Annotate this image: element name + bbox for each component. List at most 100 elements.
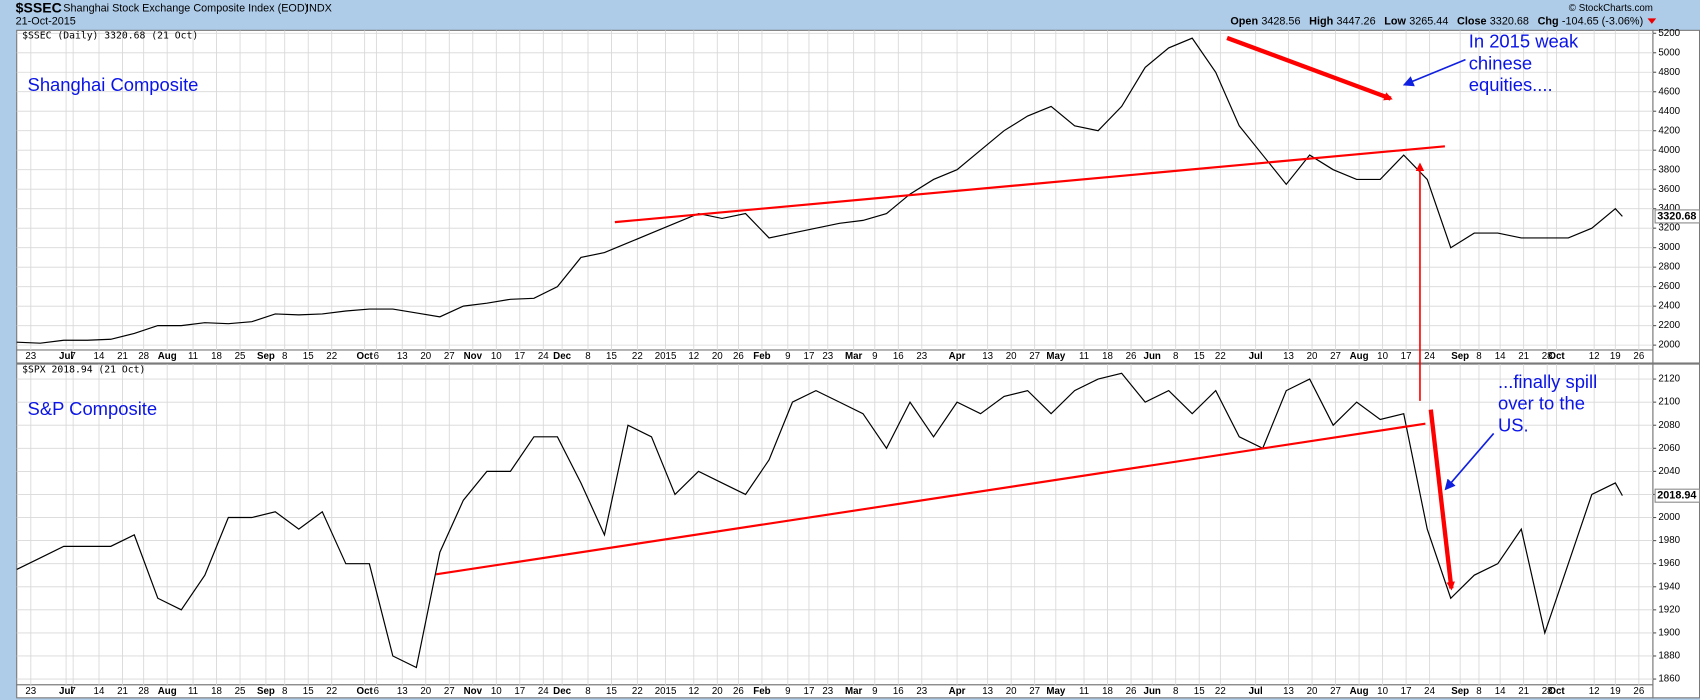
x-tick-label: 20 bbox=[1006, 686, 1017, 697]
x-tick-label: 14 bbox=[1495, 686, 1506, 697]
x-tick-label: 21 bbox=[1518, 686, 1529, 697]
x-tick-label: 22 bbox=[1215, 351, 1226, 362]
x-tick-label: 20 bbox=[712, 351, 723, 362]
x-tick-label: 15 bbox=[303, 686, 314, 697]
x-tick-label: 24 bbox=[538, 686, 549, 697]
x-tick-label: 12 bbox=[688, 351, 699, 362]
x-tick-label: 24 bbox=[538, 351, 549, 362]
x-tick-label: Oct bbox=[1548, 351, 1565, 362]
x-tick-label: Sep bbox=[1451, 686, 1469, 697]
y-tick-label: 3800 bbox=[1658, 164, 1680, 175]
x-tick-label: 11 bbox=[188, 351, 198, 362]
x-tick-label: 27 bbox=[444, 351, 455, 362]
x-tick-label: 9 bbox=[785, 686, 790, 697]
y-tick-label: 2000 bbox=[1658, 512, 1680, 523]
x-tick-label: Oct bbox=[357, 686, 374, 697]
x-tick-label: 11 bbox=[1079, 351, 1089, 362]
symbol: $SSEC bbox=[16, 0, 62, 15]
x-tick-label: 17 bbox=[804, 686, 815, 697]
x-tick-label: 14 bbox=[1495, 351, 1506, 362]
price-line bbox=[16, 372, 1623, 669]
quote-value: 3320.68 bbox=[1490, 16, 1529, 28]
x-tick-label: 23 bbox=[822, 686, 833, 697]
x-tick-label: May bbox=[1046, 686, 1066, 697]
x-tick-label: 7 bbox=[70, 351, 75, 362]
x-tick-label: 26 bbox=[1126, 351, 1137, 362]
x-tick-label: 13 bbox=[397, 351, 408, 362]
x-tick-label: 15 bbox=[1194, 351, 1205, 362]
x-tick-label: 19 bbox=[1610, 686, 1621, 697]
x-tick-label: 22 bbox=[326, 351, 337, 362]
y-tick-label: 1880 bbox=[1658, 651, 1680, 662]
x-tick-label: Sep bbox=[257, 686, 275, 697]
x-tick-label: Mar bbox=[845, 351, 863, 362]
x-tick-label: 26 bbox=[733, 686, 744, 697]
x-tick-label: 12 bbox=[1589, 351, 1600, 362]
x-tick-label: 17 bbox=[804, 351, 815, 362]
x-tick-label: 20 bbox=[1006, 351, 1017, 362]
x-tick-label: 10 bbox=[491, 686, 502, 697]
x-tick-label: 26 bbox=[1633, 351, 1644, 362]
x-tick-label: 11 bbox=[1079, 686, 1089, 697]
x-tick-label: Jul bbox=[1249, 351, 1263, 362]
x-tick-label: 21 bbox=[117, 686, 128, 697]
y-tick-label: 3200 bbox=[1658, 223, 1680, 234]
y-tick-label: 2800 bbox=[1658, 262, 1680, 273]
y-tick-label: 2120 bbox=[1658, 374, 1680, 385]
x-tick-label: 20 bbox=[1307, 351, 1318, 362]
x-tick-label: Dec bbox=[553, 351, 571, 362]
x-tick-label: 17 bbox=[514, 686, 525, 697]
x-tick-label: 12 bbox=[688, 686, 699, 697]
x-tick-label: 8 bbox=[282, 351, 287, 362]
panel-title: Shanghai Composite bbox=[28, 74, 199, 95]
x-tick-label: Jun bbox=[1144, 351, 1161, 362]
index-name: Shanghai Stock Exchange Composite Index … bbox=[63, 3, 308, 15]
y-tick-label: 2000 bbox=[1658, 340, 1680, 351]
x-tick-label: Sep bbox=[1451, 351, 1469, 362]
x-tick-label: Mar bbox=[845, 686, 863, 697]
x-tick-label: 22 bbox=[632, 351, 643, 362]
x-tick-label: 18 bbox=[211, 351, 222, 362]
price-line bbox=[16, 37, 1623, 344]
x-tick-label: 2015 bbox=[655, 351, 677, 362]
x-tick-label: 7 bbox=[70, 686, 75, 697]
quote-value: 3447.26 bbox=[1336, 16, 1375, 28]
y-tick-label: 2040 bbox=[1658, 466, 1680, 477]
x-tick-label: 22 bbox=[632, 686, 643, 697]
x-tick-label: Apr bbox=[949, 351, 966, 362]
quote: Open 3428.56 High 3447.26 Low 3265.44 Close 332… bbox=[1230, 16, 1643, 28]
x-tick-label: 25 bbox=[235, 686, 246, 697]
quote-value: 3265.44 bbox=[1409, 16, 1448, 28]
x-tick-label: 14 bbox=[94, 686, 105, 697]
x-tick-label: Jul bbox=[59, 351, 73, 362]
x-tick-label: 28 bbox=[138, 351, 149, 362]
x-tick-label: 9 bbox=[872, 686, 877, 697]
x-tick-label: Jun bbox=[1144, 686, 1161, 697]
x-tick-label: 20 bbox=[1307, 686, 1318, 697]
quote-label: High bbox=[1309, 16, 1333, 28]
y-tick-label: 3600 bbox=[1658, 184, 1680, 195]
x-tick-label: 27 bbox=[1330, 351, 1341, 362]
x-tick-label: 13 bbox=[982, 351, 993, 362]
y-tick-label: 1940 bbox=[1658, 581, 1680, 592]
x-tick-label: Sep bbox=[257, 351, 275, 362]
x-tick-label: 19 bbox=[1610, 351, 1621, 362]
x-tick-label: May bbox=[1046, 351, 1066, 362]
panel: 1860188019001920194019601980200020202040… bbox=[16, 363, 1700, 699]
x-tick-label: 23 bbox=[916, 351, 927, 362]
y-tick-label: 1920 bbox=[1658, 604, 1680, 615]
annotation: equities.... bbox=[1469, 74, 1553, 95]
y-tick-label: 5200 bbox=[1658, 28, 1680, 39]
plot-area bbox=[16, 29, 1654, 351]
x-tick-label: Aug bbox=[158, 686, 177, 697]
y-tick-label: 1860 bbox=[1658, 674, 1680, 685]
x-tick-label: 22 bbox=[326, 686, 337, 697]
x-tick-label: 27 bbox=[444, 686, 455, 697]
x-tick-label: 15 bbox=[1194, 686, 1205, 697]
x-tick-label: 2015 bbox=[655, 686, 677, 697]
x-tick-label: 15 bbox=[303, 351, 314, 362]
x-tick-label: 26 bbox=[1126, 686, 1137, 697]
x-tick-label: Oct bbox=[1548, 686, 1565, 697]
x-tick-label: 23 bbox=[916, 686, 927, 697]
